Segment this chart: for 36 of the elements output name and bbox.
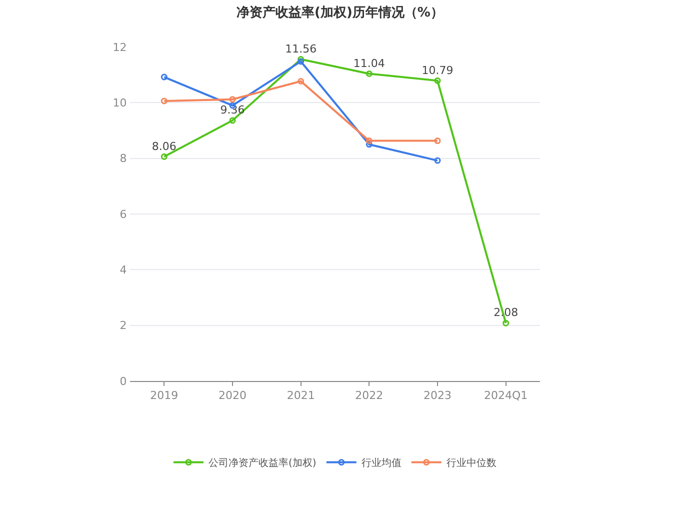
point: [502, 320, 510, 326]
y-tick-label: 12: [112, 40, 127, 54]
point: [298, 56, 304, 62]
x-tick-label: 2019: [150, 389, 178, 402]
point: [434, 77, 441, 84]
x-tick-label: 2022: [355, 389, 384, 402]
legend-label: 行业均值: [361, 457, 402, 470]
point: [160, 74, 168, 80]
x-tick-label: 2023: [424, 389, 452, 402]
y-tick-label: 10: [112, 96, 127, 110]
x-tick-label: 2021: [286, 389, 315, 402]
point: [434, 138, 441, 144]
point: [160, 153, 168, 160]
point: [366, 70, 372, 77]
point: [434, 157, 441, 164]
point: [366, 138, 372, 144]
chart-title: 净资产收益率(加权)历年情况（%）: [236, 4, 444, 21]
y-tick-label: 8: [120, 152, 127, 166]
y-tick-label: 0: [120, 374, 127, 388]
x-tick-label: 2024Q1: [484, 389, 528, 402]
data-label: 11.04: [353, 56, 385, 70]
point: [298, 58, 304, 65]
legend-label: 公司净资产收益率(加权): [208, 457, 316, 470]
point: [229, 96, 236, 103]
y-tick-label: 2: [120, 319, 127, 332]
point: [366, 141, 372, 148]
point: [229, 117, 236, 124]
x-tick-label: 2020: [218, 389, 246, 402]
legend-label: 行业中位数: [446, 457, 496, 470]
data-label: 8.06: [152, 140, 176, 153]
y-tick-label: 4: [120, 264, 127, 277]
y-tick-label: 6: [120, 208, 127, 221]
point: [298, 78, 304, 84]
point: [160, 98, 168, 104]
data-label: 10.79: [422, 64, 454, 77]
data-label: 11.56: [285, 42, 317, 56]
